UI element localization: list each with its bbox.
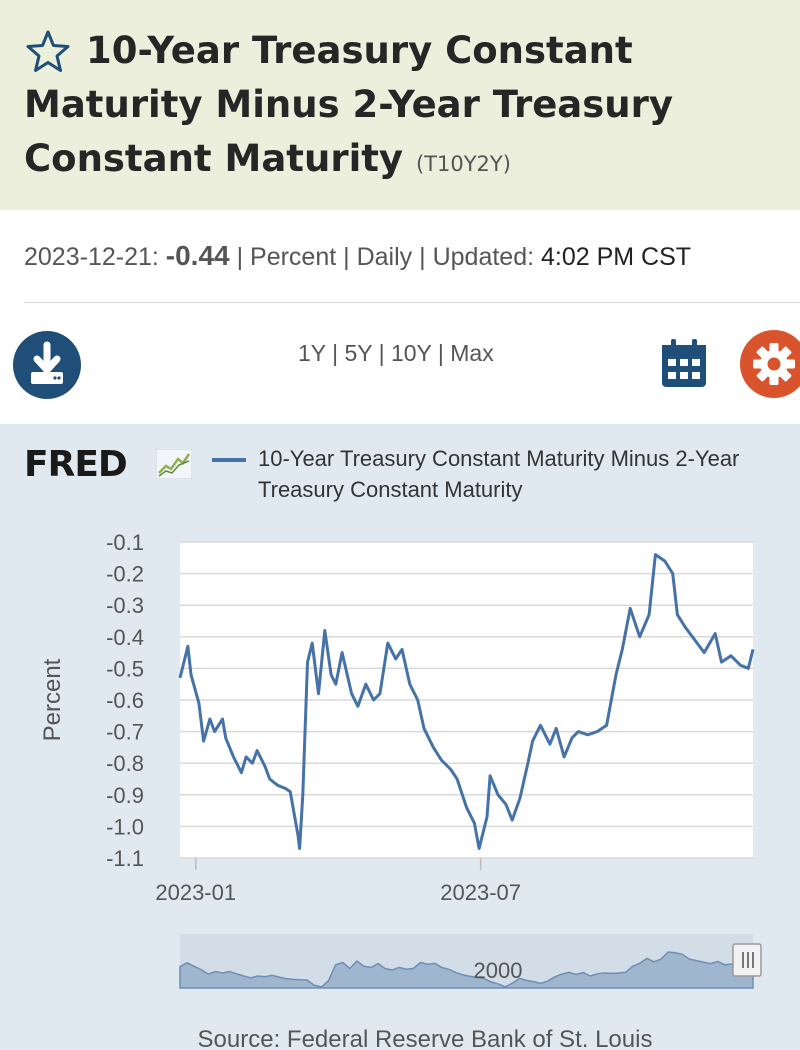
range-max[interactable]: Max [450, 340, 494, 366]
frequency-label: Daily [356, 243, 413, 271]
x-tick-label: 2023-07 [440, 880, 521, 905]
series-line[interactable] [178, 553, 755, 850]
updated-time: 4:02 PM CST [541, 243, 692, 271]
y-axis-title: Percent [39, 658, 66, 741]
y-tick-label: -0.9 [106, 783, 144, 808]
source-note: Source: Federal Reserve Bank of St. Loui… [198, 1026, 653, 1050]
meta-separator: | [236, 243, 244, 271]
y-tick-label: -0.5 [106, 656, 144, 681]
title-block: 10-Year Treasury Constant Maturity Minus… [24, 24, 784, 191]
page-title: 10-Year Treasury Constant Maturity Minus… [24, 24, 784, 191]
line-chart[interactable]: -0.1 -0.2 -0.3 -0.4 -0.5 -0.6 -0.7 -0.8 -0.9 -1.0… [0, 520, 800, 1050]
meta-separator: | [419, 243, 426, 271]
calendar-button[interactable] [660, 337, 708, 389]
y-tick-label: -0.3 [106, 593, 144, 618]
settings-button[interactable] [740, 330, 800, 398]
download-icon [31, 341, 63, 384]
fred-logo: FRED [24, 444, 128, 485]
updated-label: Updated: [432, 243, 535, 271]
gear-icon [753, 343, 795, 385]
star-icon[interactable] [24, 28, 72, 76]
divider [24, 302, 800, 303]
calendar-icon [662, 339, 706, 387]
range-separator: | [378, 340, 385, 366]
range-5y[interactable]: 5Y [344, 340, 373, 366]
observation-summary: 2023-12-21: -0.44 | Percent | Daily | Up… [24, 240, 691, 272]
range-10y[interactable]: 10Y [390, 340, 432, 366]
legend-label: 10-Year Treasury Constant Maturity Minus… [258, 446, 740, 502]
x-tick-label: 2023-01 [155, 880, 236, 905]
series-id: (T10Y2Y) [415, 152, 511, 176]
legend-swatch [212, 458, 246, 462]
range-1y[interactable]: 1Y [298, 340, 326, 366]
range-selector: 1Y | 5Y | 10Y | Max [298, 340, 494, 367]
title-header: 10-Year Treasury Constant Maturity Minus… [0, 0, 800, 210]
y-tick-label: -0.7 [106, 720, 144, 745]
range-separator: | [332, 340, 339, 366]
y-tick-label: -1.1 [106, 846, 144, 871]
y-tick-label: -1.0 [106, 814, 144, 839]
meta-separator: | [343, 243, 350, 271]
observation-value: -0.44 [165, 240, 230, 271]
range-navigator[interactable]: 2000 [179, 934, 762, 989]
y-tick-label: -0.4 [106, 625, 144, 650]
navigator-label: 2000 [474, 958, 523, 983]
y-tick-label: -0.2 [106, 562, 144, 587]
download-button[interactable] [13, 331, 81, 399]
fred-chart-icon [156, 449, 192, 479]
y-tick-label: -0.6 [106, 688, 144, 713]
range-separator: | [437, 340, 444, 366]
observation-date: 2023-12-21: [24, 243, 159, 271]
units-label: Percent [250, 243, 337, 271]
navigator-series [179, 951, 754, 989]
y-tick-label: -0.8 [106, 751, 144, 776]
y-tick-label: -0.1 [106, 530, 144, 555]
series-title: 10-Year Treasury Constant Maturity Minus… [24, 29, 673, 180]
